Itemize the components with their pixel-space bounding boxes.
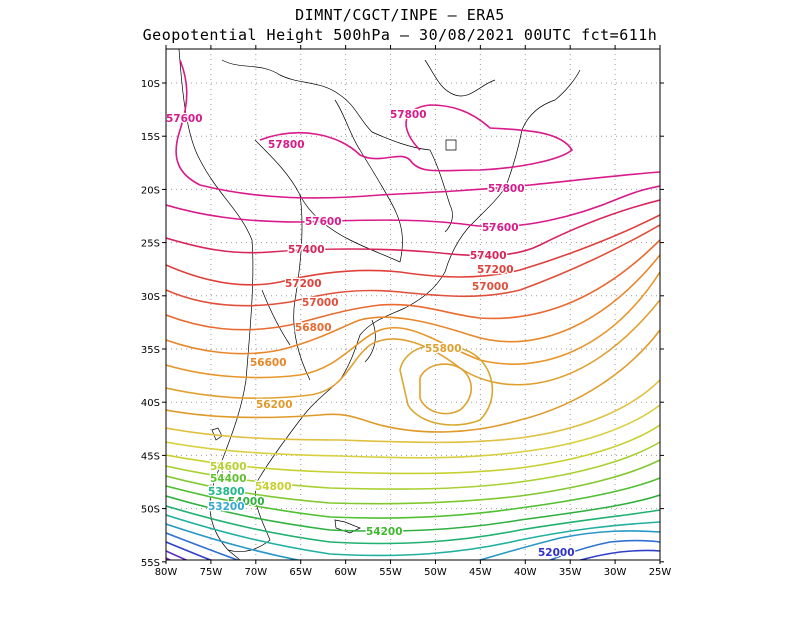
lat-tick-label: 15S: [141, 132, 160, 143]
lon-tick-label: 25W: [649, 567, 672, 578]
lon-tick-label: 65W: [289, 567, 312, 578]
lon-tick-label: 50W: [424, 567, 447, 578]
plot-frame: [165, 48, 661, 561]
contour-label: 57800: [390, 109, 427, 121]
contour-label: 57600: [482, 222, 519, 234]
contour-label: 56600: [250, 357, 287, 369]
map-title-line2: Geopotential Height 500hPa — 30/08/2021 …: [142, 26, 658, 44]
contour-label: 54800: [255, 481, 292, 493]
contour-label: 54400: [210, 473, 247, 485]
lon-tick-label: 75W: [200, 567, 223, 578]
lon-tick-label: 30W: [604, 567, 627, 578]
map-title-line1: DIMNT/CGCT/INPE — ERA5: [295, 6, 505, 24]
contour-labels: 57600 57800 57800 57800 57600 57600 57400 57400…: [166, 108, 576, 560]
contour-label: 54000: [228, 496, 265, 508]
lat-tick-label: 20S: [141, 185, 160, 196]
contour-label: 56800: [295, 322, 332, 334]
contour-label: 57800: [488, 183, 525, 195]
lon-tick-label: 40W: [514, 567, 537, 578]
lat-tick-label: 45S: [141, 451, 160, 462]
lon-tick-label: 60W: [334, 567, 357, 578]
contour-label: 55800: [425, 343, 462, 355]
contour-label: 57200: [477, 264, 514, 276]
contour-label: 57400: [470, 250, 507, 262]
lon-tick-label: 80W: [155, 567, 178, 578]
contour-label: 56200: [256, 399, 293, 411]
contour-label: 57600: [166, 113, 203, 125]
lat-tick-label: 10S: [141, 79, 160, 90]
lon-tick-label: 55W: [379, 567, 402, 578]
contour-label: 57000: [302, 297, 339, 309]
contour-lines: [166, 59, 660, 560]
lat-tick-label: 55S: [141, 558, 160, 569]
contour-label: 57800: [268, 139, 305, 151]
grid-lines: [166, 49, 660, 560]
lat-tick-label: 35S: [141, 345, 160, 356]
lat-tick-label: 50S: [141, 505, 160, 516]
contour-label: 57400: [288, 244, 325, 256]
contour-label: 54200: [366, 526, 403, 538]
contour-label: 57000: [472, 281, 509, 293]
contour-label: 57600: [305, 216, 342, 228]
contour-label: 54600: [210, 461, 247, 473]
contour-label: 57200: [285, 278, 322, 290]
lat-tick-label: 30S: [141, 292, 160, 303]
lon-tick-label: 45W: [469, 567, 492, 578]
lon-tick-label: 70W: [245, 567, 268, 578]
contour-label: 52000: [538, 547, 575, 559]
contour-label: 53800: [208, 486, 245, 498]
lat-tick-label: 40S: [141, 398, 160, 409]
lat-tick-label: 25S: [141, 239, 160, 250]
contour-label: 53200: [208, 501, 245, 513]
lon-tick-label: 35W: [559, 567, 582, 578]
